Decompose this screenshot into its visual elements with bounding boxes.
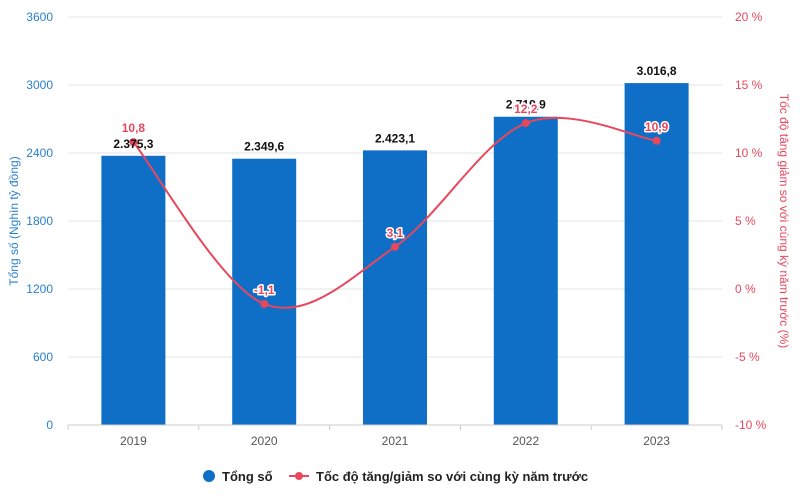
- bar-data-label: 2.349,6: [244, 140, 284, 154]
- axes: 0 600 1200 1800 2400 3000 3600 -10 % -5 % 0 % 5 % 1…: [26, 10, 766, 448]
- line-point: [260, 299, 269, 308]
- x-tick-label: 2021: [382, 434, 409, 448]
- bar: [101, 155, 166, 426]
- x-tick-label: 2019: [120, 434, 147, 448]
- line-data-label: 10,9: [645, 120, 669, 134]
- legend-line-marker: [295, 472, 303, 480]
- line-data-label: 3,1: [387, 226, 404, 240]
- bar: [232, 158, 297, 425]
- y-tick-label-right: 20 %: [735, 10, 763, 24]
- bar: [363, 150, 427, 425]
- y-tick-label-right: -5 %: [735, 350, 760, 364]
- bar-data-label: 2.375,3: [113, 137, 153, 151]
- legend-item-line[interactable]: Tốc độ tăng/giảm so với cùng kỳ năm trướ…: [289, 469, 588, 484]
- line-point: [521, 119, 530, 128]
- line-point: [391, 242, 399, 251]
- y-tick-label-left: 1200: [26, 282, 53, 296]
- data-labels: 2.375,3 2.349,6 2.423,1 2.719,9 3.016,8 10,8 -…: [113, 64, 677, 298]
- line-point: [652, 136, 661, 145]
- y-tick-label-left: 2400: [26, 146, 53, 160]
- bar-data-label: 3.016,8: [637, 64, 677, 78]
- legend-line-label: Tốc độ tăng/giảm so với cùng kỳ năm trướ…: [316, 469, 588, 484]
- y-tick-label-left: 3000: [26, 78, 53, 92]
- line-data-label: -1,1: [254, 283, 275, 297]
- bar-series: [101, 83, 689, 426]
- line-data-label: 10,8: [122, 121, 146, 135]
- line-point: [129, 138, 138, 147]
- legend-item-bar[interactable]: Tổng số: [203, 469, 273, 484]
- y-tick-label-left: 3600: [26, 10, 53, 24]
- y-tick-label-right: -10 %: [735, 418, 767, 432]
- bar-data-label: 2.423,1: [375, 131, 415, 145]
- bar-data-label: 2.719,9: [506, 98, 546, 112]
- legend-bar-marker: [203, 470, 215, 482]
- y-tick-label-left: 600: [33, 350, 53, 364]
- y-tick-label-right: 0 %: [735, 282, 756, 296]
- legend-bar-label: Tổng số: [222, 469, 273, 484]
- y-tick-label-right: 15 %: [735, 78, 763, 92]
- y-tick-label-left: 0: [46, 418, 53, 432]
- x-tick-label: 2023: [643, 434, 670, 448]
- y-tick-label-left: 1800: [26, 214, 53, 228]
- y-tick-label-right: 5 %: [735, 214, 756, 228]
- bar: [493, 116, 558, 426]
- x-tick-label: 2020: [251, 434, 278, 448]
- y-axis-title-left: Tổng số (Nghìn tỷ đồng): [7, 156, 21, 285]
- legend: Tổng số Tốc độ tăng/giảm so với cùng kỳ …: [203, 469, 588, 484]
- y-axis-title-right: Tốc độ tăng giảm so với cùng kỳ năm trướ…: [777, 94, 791, 349]
- x-tick-label: 2022: [512, 434, 539, 448]
- y-tick-label-right: 10 %: [735, 146, 763, 160]
- line-data-label: 12,2: [514, 102, 538, 116]
- line-series: [129, 116, 661, 309]
